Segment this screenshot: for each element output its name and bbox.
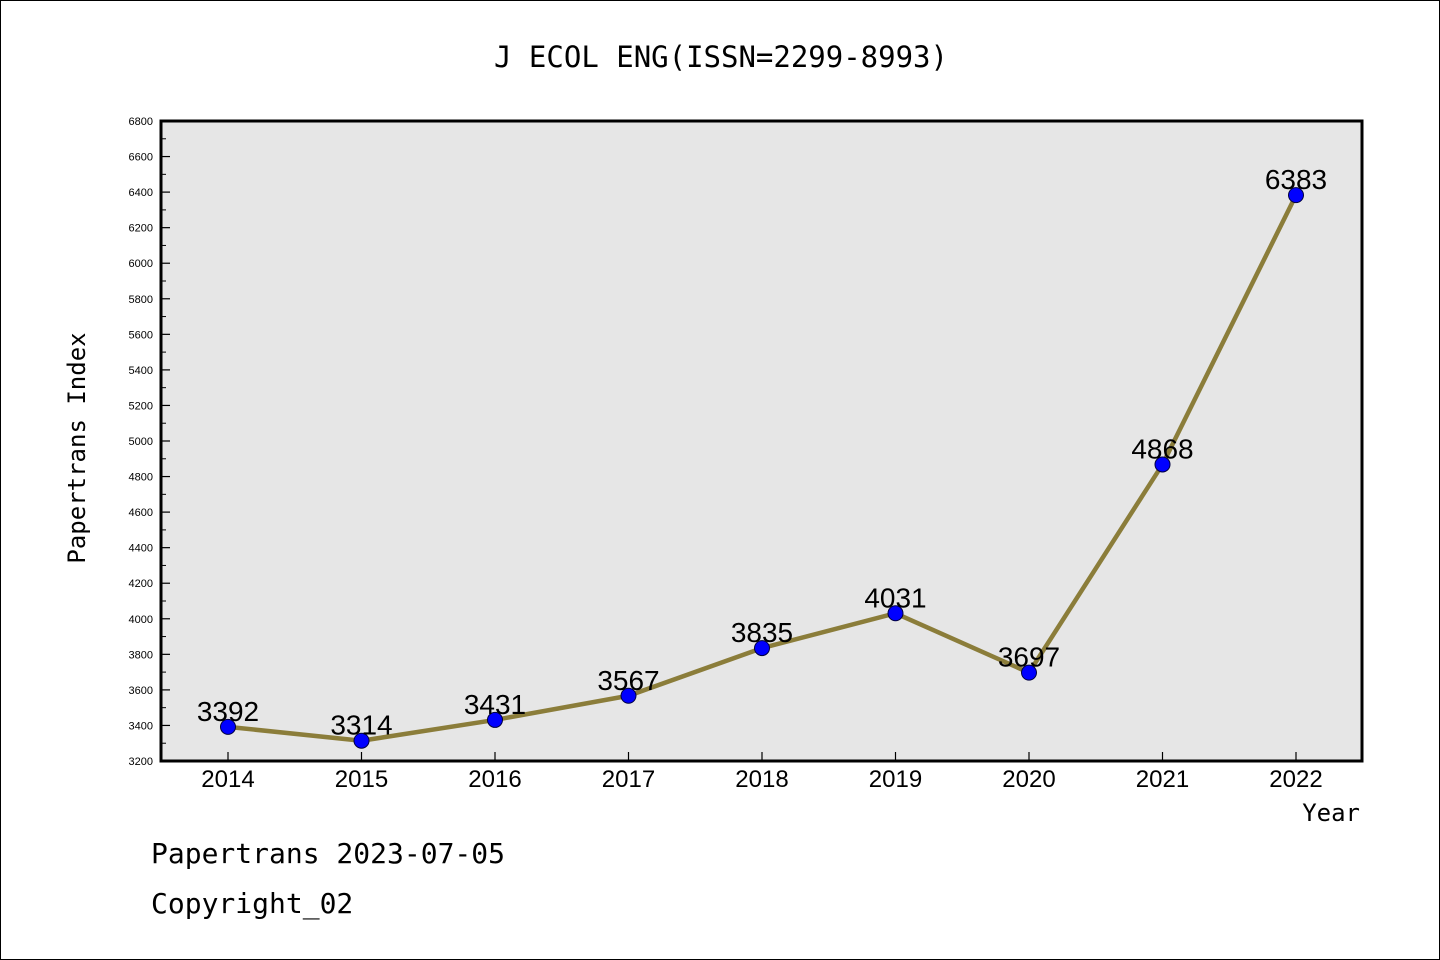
y-tick-label: 5600	[129, 329, 153, 341]
chart-title: J ECOL ENG(ISSN=2299-8993)	[494, 40, 948, 74]
y-tick-label: 6800	[129, 116, 153, 128]
x-axis: 2014 2015 2016 2017 2018 2019 2020 2021 2022	[201, 752, 1323, 793]
data-label: 4868	[1131, 433, 1193, 464]
data-label: 6383	[1265, 164, 1327, 195]
data-point-marker	[1288, 187, 1304, 204]
x-tick-label: 2018	[735, 766, 788, 793]
y-tick-label: 6600	[129, 152, 153, 164]
data-label: 3697	[998, 642, 1060, 673]
y-tick-label: 5800	[129, 294, 153, 306]
data-label: 3567	[597, 665, 659, 696]
y-tick-label: 4600	[129, 507, 153, 519]
x-tick-label: 2021	[1136, 766, 1189, 793]
data-point-marker	[887, 605, 904, 622]
footer-date: Papertrans 2023-07-05	[151, 837, 506, 870]
data-label: 3314	[330, 710, 392, 741]
data-point-marker	[220, 718, 236, 735]
x-tick-label: 2016	[468, 766, 521, 793]
y-tick-label: 3200	[129, 756, 153, 768]
y-tick-label: 3800	[129, 649, 153, 661]
footer-copyright: Copyright_02	[151, 887, 354, 920]
y-tick-label: 3400	[129, 720, 153, 732]
x-tick-label: 2014	[201, 766, 254, 793]
y-axis-label: Papertrans Index	[63, 332, 91, 563]
data-point-marker	[620, 687, 637, 704]
y-tick-label: 6400	[129, 187, 153, 199]
x-axis-label: Year	[1302, 799, 1360, 827]
data-label: 4031	[864, 582, 926, 613]
data-labels: 3392 3314 3431 3567 3835 4031 3697 4868 6383	[197, 164, 1327, 741]
x-tick-label: 2019	[869, 766, 922, 793]
data-point-marker	[487, 711, 503, 728]
data-point-marker	[754, 640, 770, 657]
y-tick-label: 4200	[129, 578, 153, 590]
x-tick-label: 2015	[335, 766, 388, 793]
data-label: 3431	[464, 689, 526, 720]
y-tick-label: 4800	[129, 472, 153, 484]
y-tick-label: 5000	[129, 436, 153, 448]
y-tick-label: 5400	[129, 365, 153, 377]
data-label: 3835	[731, 617, 793, 648]
data-point-marker	[353, 732, 370, 749]
y-tick-label: 4000	[129, 614, 153, 626]
data-label: 3392	[197, 696, 259, 727]
x-tick-label: 2017	[602, 766, 655, 793]
y-tick-label: 3600	[129, 685, 153, 697]
data-point-marker	[1154, 456, 1171, 473]
series-papertrans-index	[220, 187, 1304, 749]
y-axis: 3200 3400 3600 3800 4000 4200 4400 4600 4800 5000…	[129, 116, 170, 768]
x-tick-label: 2022	[1269, 766, 1322, 793]
y-tick-label: 4400	[129, 543, 153, 555]
x-tick-label: 2020	[1002, 766, 1055, 793]
y-tick-label: 6200	[129, 223, 153, 235]
data-point-marker	[1021, 664, 1037, 681]
plot-frame	[159, 119, 1364, 763]
y-tick-label: 5200	[129, 400, 153, 412]
y-tick-label: 6000	[129, 258, 153, 270]
